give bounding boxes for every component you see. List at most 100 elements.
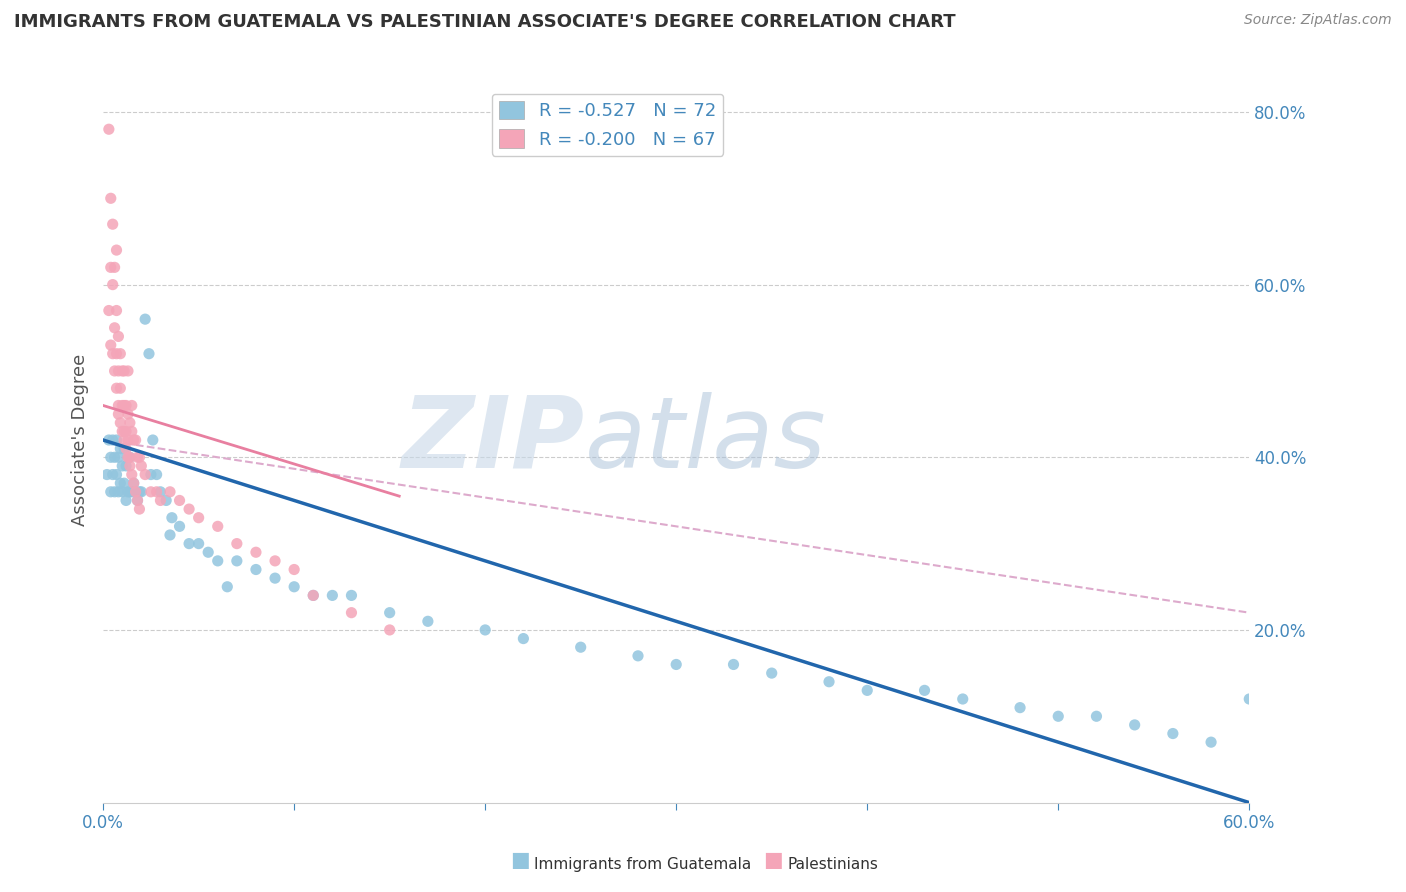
Point xyxy=(1239,692,1261,706)
Point xyxy=(121,425,143,439)
Point xyxy=(112,425,135,439)
Point xyxy=(115,399,138,413)
Point xyxy=(128,502,150,516)
Point xyxy=(112,364,135,378)
Point xyxy=(100,338,122,352)
Point xyxy=(145,484,167,499)
Point xyxy=(340,606,363,620)
Point xyxy=(100,260,122,275)
Point xyxy=(131,458,153,473)
Point xyxy=(627,648,650,663)
Point xyxy=(1199,735,1222,749)
Point xyxy=(117,433,139,447)
Point xyxy=(127,493,149,508)
Point xyxy=(111,458,134,473)
Point xyxy=(104,260,127,275)
Point xyxy=(105,467,128,482)
Point xyxy=(101,277,124,292)
Point xyxy=(665,657,688,672)
Point xyxy=(118,450,141,465)
Point xyxy=(111,425,134,439)
Point xyxy=(105,347,128,361)
Point xyxy=(124,484,146,499)
Point xyxy=(107,450,129,465)
Point xyxy=(111,364,134,378)
Point xyxy=(117,364,139,378)
Text: ZIP: ZIP xyxy=(402,392,585,489)
Point xyxy=(100,191,122,205)
Point xyxy=(1085,709,1108,723)
Point xyxy=(217,580,239,594)
Point xyxy=(283,562,305,576)
Point xyxy=(134,467,156,482)
Text: ■: ■ xyxy=(510,850,530,870)
Point xyxy=(104,364,127,378)
Point xyxy=(97,303,120,318)
Point xyxy=(197,545,219,559)
Point xyxy=(118,450,141,465)
Point xyxy=(321,588,343,602)
Point xyxy=(110,381,132,395)
Point xyxy=(127,493,149,508)
Point xyxy=(112,399,135,413)
Point xyxy=(128,450,150,465)
Point xyxy=(169,493,191,508)
Point xyxy=(302,588,325,602)
Point xyxy=(569,640,592,655)
Point xyxy=(340,588,363,602)
Point xyxy=(107,364,129,378)
Point xyxy=(761,666,783,681)
Point xyxy=(159,528,181,542)
Point xyxy=(110,347,132,361)
Point xyxy=(117,450,139,465)
Point xyxy=(118,484,141,499)
Point xyxy=(416,615,439,629)
Point xyxy=(1161,726,1184,740)
Point xyxy=(177,536,200,550)
Point xyxy=(207,554,229,568)
Point xyxy=(245,562,267,576)
Y-axis label: Associate's Degree: Associate's Degree xyxy=(72,354,89,526)
Point xyxy=(107,329,129,343)
Point xyxy=(101,217,124,231)
Point xyxy=(512,632,534,646)
Point xyxy=(264,571,287,585)
Point xyxy=(115,425,138,439)
Point xyxy=(118,416,141,430)
Point xyxy=(112,433,135,447)
Point xyxy=(1123,718,1146,732)
Point xyxy=(110,442,132,456)
Point xyxy=(104,320,127,334)
Point xyxy=(302,588,325,602)
Point xyxy=(96,467,118,482)
Point xyxy=(97,433,120,447)
Point xyxy=(105,303,128,318)
Text: Source: ZipAtlas.com: Source: ZipAtlas.com xyxy=(1244,13,1392,28)
Point xyxy=(107,484,129,499)
Point xyxy=(117,407,139,421)
Point xyxy=(124,484,146,499)
Point xyxy=(264,554,287,568)
Point xyxy=(97,122,120,136)
Point xyxy=(914,683,936,698)
Point xyxy=(122,476,145,491)
Point xyxy=(187,536,209,550)
Point xyxy=(104,484,127,499)
Point xyxy=(207,519,229,533)
Point xyxy=(134,312,156,326)
Point xyxy=(115,493,138,508)
Point xyxy=(115,458,138,473)
Point xyxy=(145,467,167,482)
Point xyxy=(100,450,122,465)
Point xyxy=(1008,700,1031,714)
Point xyxy=(177,502,200,516)
Point xyxy=(105,381,128,395)
Point xyxy=(149,493,172,508)
Point xyxy=(138,347,160,361)
Text: ■: ■ xyxy=(763,850,783,870)
Point xyxy=(159,484,181,499)
Point xyxy=(105,243,128,257)
Point xyxy=(160,510,183,524)
Point xyxy=(225,536,247,550)
Text: Immigrants from Guatemala: Immigrants from Guatemala xyxy=(534,857,752,872)
